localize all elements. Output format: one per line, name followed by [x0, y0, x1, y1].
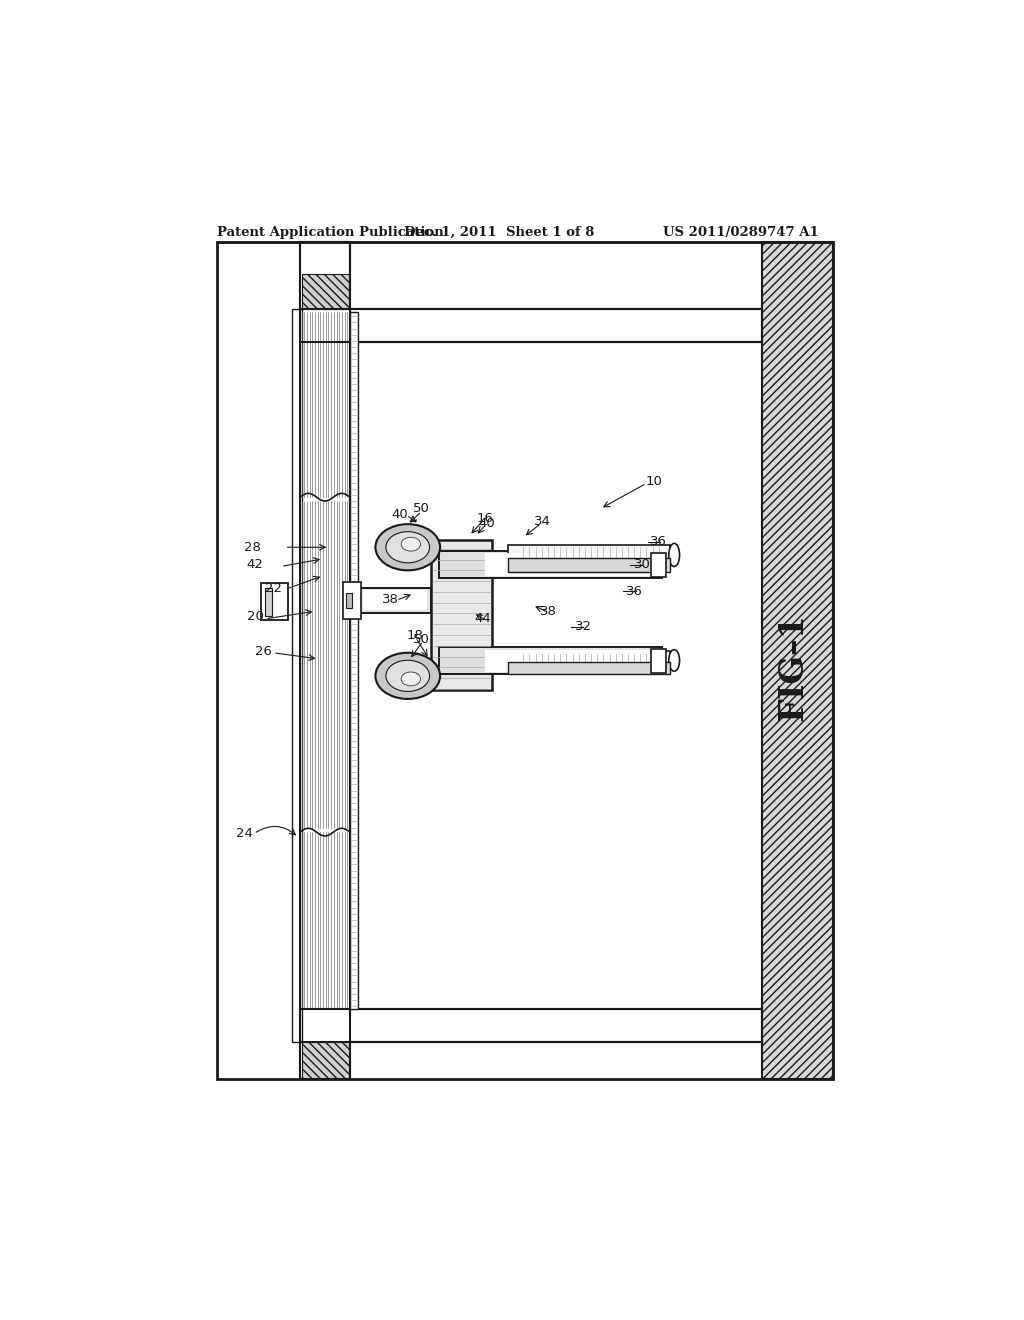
Bar [651, 553, 667, 577]
Text: Sheet 1 of 8: Sheet 1 of 8 [506, 226, 594, 239]
Text: 10: 10 [646, 475, 663, 488]
Text: 50: 50 [413, 634, 430, 647]
Bar [484, 553, 650, 576]
Bar [300, 242, 350, 1078]
Ellipse shape [376, 524, 440, 570]
Bar [364, 590, 427, 610]
Bar [762, 242, 833, 1078]
Bar [508, 545, 670, 565]
Bar [217, 242, 833, 1078]
Ellipse shape [386, 532, 430, 562]
Text: 36: 36 [649, 536, 667, 548]
Text: 40: 40 [392, 508, 409, 520]
Ellipse shape [669, 544, 680, 566]
Text: Patent Application Publication: Patent Application Publication [217, 226, 443, 239]
Bar [300, 242, 350, 1078]
Text: 38: 38 [541, 605, 557, 618]
Bar [350, 313, 357, 1010]
Bar [343, 582, 360, 619]
Bar [300, 1010, 762, 1043]
Text: 38: 38 [382, 593, 399, 606]
Bar [508, 558, 670, 572]
Text: 40: 40 [478, 517, 495, 529]
Text: 26: 26 [255, 644, 271, 657]
Bar [484, 649, 650, 672]
Bar [301, 1043, 349, 1078]
Bar [300, 309, 762, 342]
Ellipse shape [376, 653, 440, 700]
Text: 20: 20 [247, 610, 264, 623]
Text: 22: 22 [264, 582, 282, 594]
Text: 42: 42 [247, 558, 264, 572]
Bar [300, 309, 762, 342]
Ellipse shape [386, 660, 430, 692]
Bar [484, 553, 650, 576]
Text: US 2011/0289747 A1: US 2011/0289747 A1 [664, 226, 819, 239]
Bar [217, 242, 833, 1078]
Text: 18: 18 [407, 630, 424, 643]
Bar [261, 583, 289, 620]
Bar [438, 647, 662, 675]
Text: 24: 24 [237, 828, 253, 841]
Bar [304, 312, 469, 339]
Bar [304, 1012, 469, 1039]
Ellipse shape [401, 672, 421, 686]
Text: 34: 34 [535, 515, 551, 528]
Bar [301, 275, 349, 309]
Text: 28: 28 [244, 541, 261, 554]
Text: 36: 36 [627, 585, 643, 598]
Bar [357, 589, 431, 612]
Text: 16: 16 [476, 512, 494, 525]
Bar [651, 649, 667, 673]
Text: FIG–1: FIG–1 [776, 612, 809, 721]
Bar [346, 593, 352, 609]
Bar [292, 309, 301, 1043]
Text: Dec. 1, 2011: Dec. 1, 2011 [403, 226, 497, 239]
Bar [438, 552, 662, 578]
Bar [431, 540, 493, 689]
Ellipse shape [669, 649, 680, 671]
Text: 30: 30 [634, 558, 651, 572]
Bar [300, 1010, 762, 1043]
Ellipse shape [401, 537, 421, 552]
Bar [264, 589, 272, 615]
Text: 44: 44 [475, 612, 492, 626]
Bar [508, 663, 670, 675]
Bar [484, 649, 650, 672]
Bar [523, 1012, 670, 1039]
Text: 50: 50 [413, 502, 430, 515]
Bar [523, 312, 670, 339]
Bar [508, 651, 670, 669]
Text: 32: 32 [574, 620, 592, 634]
